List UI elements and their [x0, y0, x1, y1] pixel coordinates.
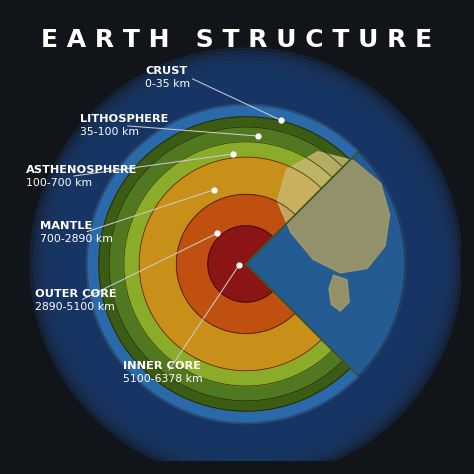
Wedge shape	[109, 127, 343, 401]
Circle shape	[43, 61, 449, 467]
Text: CRUST: CRUST	[145, 66, 187, 76]
Circle shape	[68, 86, 424, 442]
Circle shape	[46, 64, 446, 464]
Circle shape	[36, 55, 456, 474]
Polygon shape	[329, 275, 349, 311]
Text: MANTLE: MANTLE	[39, 221, 92, 231]
Text: 5100-6378 km: 5100-6378 km	[123, 374, 202, 384]
Wedge shape	[99, 117, 350, 411]
Polygon shape	[138, 224, 210, 363]
Circle shape	[64, 82, 427, 445]
Text: INNER CORE: INNER CORE	[123, 361, 201, 371]
Wedge shape	[139, 157, 321, 371]
Wedge shape	[246, 151, 405, 377]
Wedge shape	[208, 226, 273, 302]
Circle shape	[74, 92, 418, 436]
Wedge shape	[124, 142, 332, 386]
Circle shape	[33, 51, 459, 474]
Wedge shape	[176, 194, 295, 334]
Text: OUTER CORE: OUTER CORE	[35, 290, 117, 300]
Text: ASTHENOSPHERE: ASTHENOSPHERE	[26, 165, 137, 175]
Circle shape	[55, 73, 437, 455]
Text: 35-100 km: 35-100 km	[80, 127, 139, 137]
Circle shape	[52, 70, 440, 458]
Text: LITHOSPHERE: LITHOSPHERE	[80, 114, 168, 124]
Polygon shape	[277, 152, 390, 273]
Text: 2890-5100 km: 2890-5100 km	[35, 302, 115, 312]
Polygon shape	[277, 152, 390, 273]
Circle shape	[77, 95, 415, 433]
Text: E A R T H   S T R U C T U R E: E A R T H S T R U C T U R E	[41, 28, 433, 52]
Circle shape	[71, 89, 421, 439]
Circle shape	[58, 76, 434, 452]
Circle shape	[87, 105, 405, 423]
Circle shape	[39, 57, 453, 470]
Circle shape	[62, 80, 430, 448]
Text: 0-35 km: 0-35 km	[145, 79, 190, 89]
Text: 100-700 km: 100-700 km	[26, 178, 92, 188]
Circle shape	[30, 48, 462, 474]
Polygon shape	[329, 275, 349, 311]
Circle shape	[49, 67, 443, 461]
Text: 700-2890 km: 700-2890 km	[39, 234, 112, 244]
Polygon shape	[246, 151, 405, 377]
